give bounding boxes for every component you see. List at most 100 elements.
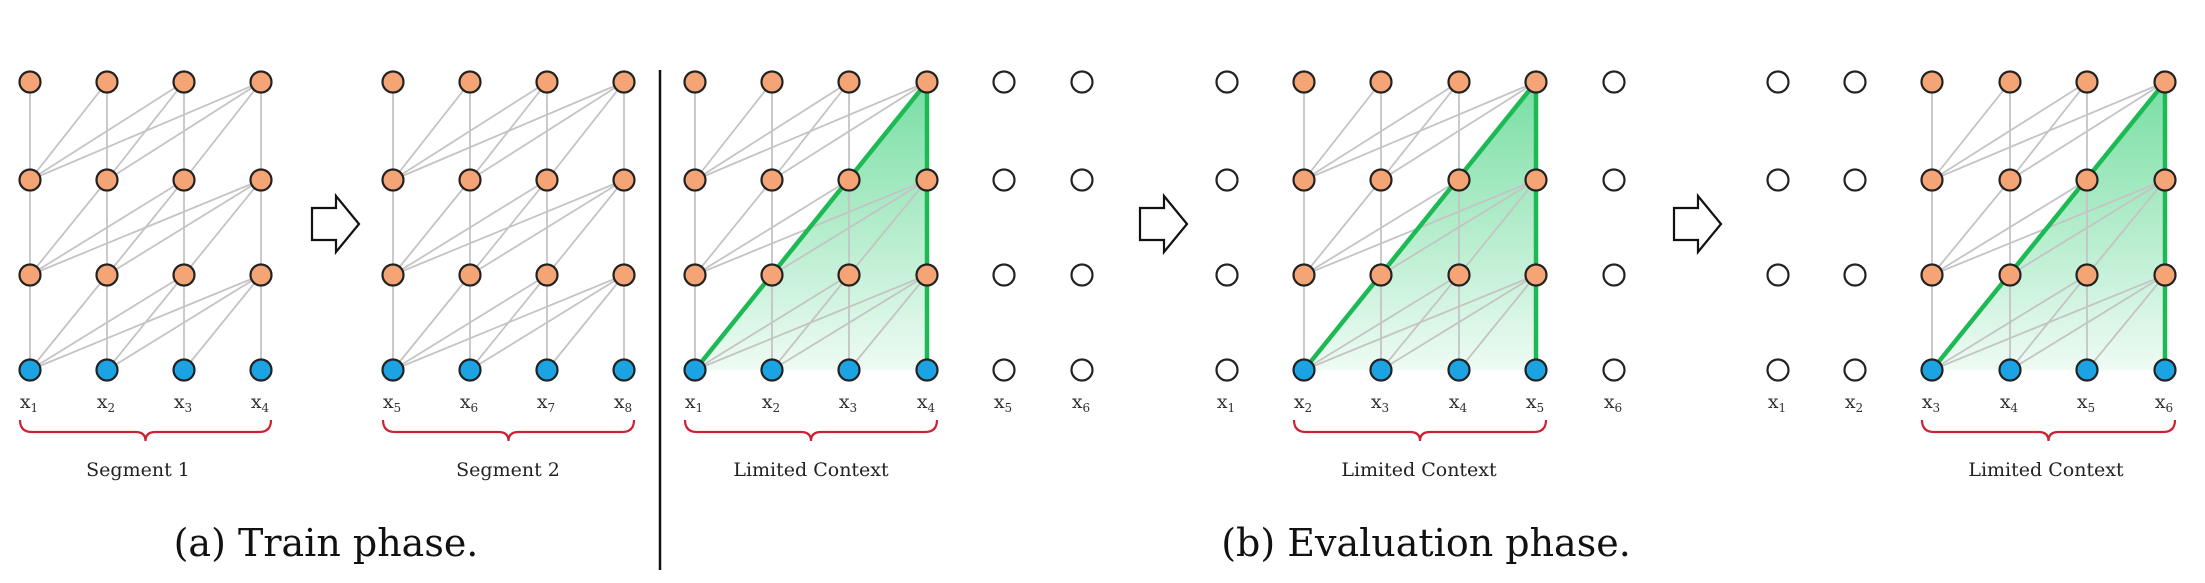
connection-edge — [694, 274, 928, 371]
connection-edge — [771, 274, 928, 371]
hidden-state-node — [612, 168, 636, 192]
context-brace — [1920, 419, 2177, 442]
inactive-node — [992, 263, 1016, 287]
train-phase-caption: (a) Train phase. — [174, 521, 479, 565]
input-token-node — [612, 358, 636, 382]
hidden-state-node — [381, 168, 405, 192]
connection-edge — [694, 81, 928, 181]
connection-edge — [392, 179, 548, 276]
connection-edge — [1931, 179, 2088, 276]
token-label: x4 — [2000, 391, 2019, 415]
inactive-node — [1843, 70, 1867, 94]
connection-edge — [106, 274, 262, 371]
hidden-state-node — [612, 263, 636, 287]
inactive-node — [1843, 263, 1867, 287]
inactive-node — [1602, 168, 1626, 192]
hidden-state-node — [458, 70, 482, 94]
hidden-state-node — [18, 263, 42, 287]
inactive-node — [1766, 168, 1790, 192]
input-token-node — [1447, 358, 1471, 382]
connection-edge — [183, 179, 262, 276]
token-label: x1 — [20, 391, 38, 415]
hidden-state-node — [1998, 263, 2022, 287]
hidden-state-node — [1998, 168, 2022, 192]
hidden-state-node — [172, 70, 196, 94]
connection-edge — [1931, 179, 2011, 276]
hidden-state-node — [18, 168, 42, 192]
input-token-node — [18, 358, 42, 382]
token-label: x6 — [460, 391, 478, 415]
inactive-node — [1070, 358, 1094, 382]
input-token-node — [2075, 358, 2099, 382]
connection-edge — [1458, 179, 1537, 276]
hidden-state-node — [535, 70, 559, 94]
connection-edge — [29, 274, 185, 371]
token-label: x5 — [1526, 391, 1544, 415]
hidden-state-node — [249, 168, 273, 192]
connection-edge — [1380, 274, 1537, 371]
connection-edge — [2086, 274, 2166, 371]
hidden-state-node — [915, 70, 939, 94]
input-token-node — [1524, 358, 1548, 382]
connection-edge — [2009, 179, 2166, 276]
token-label: x2 — [1845, 391, 1863, 415]
hidden-state-node — [837, 70, 861, 94]
right-arrow-icon — [1672, 192, 1723, 256]
hidden-state-node — [683, 168, 707, 192]
hidden-state-node — [2075, 263, 2099, 287]
evaluation-phase-caption: (b) Evaluation phase. — [1221, 521, 1631, 565]
inactive-node — [1070, 263, 1094, 287]
token-label: x6 — [1072, 391, 1090, 415]
token-label: x5 — [994, 391, 1012, 415]
token-label: x1 — [1768, 391, 1786, 415]
token-label: x6 — [1604, 391, 1622, 415]
inactive-node — [1215, 168, 1239, 192]
hidden-state-node — [2075, 70, 2099, 94]
hidden-state-node — [458, 168, 482, 192]
connection-edge — [29, 274, 262, 371]
connection-edge — [392, 274, 471, 371]
hidden-state-node — [837, 168, 861, 192]
input-token-node — [249, 358, 273, 382]
hidden-state-node — [1920, 168, 1944, 192]
connection-edge — [29, 179, 185, 276]
limited-context-label-1: Limited Context — [733, 459, 889, 481]
hidden-state-node — [535, 263, 559, 287]
connection-edge — [29, 81, 108, 181]
connection-edge — [2009, 81, 2166, 181]
hidden-state-node — [1292, 168, 1316, 192]
connection-edge — [1931, 81, 2088, 181]
hidden-state-node — [612, 70, 636, 94]
connection-edge — [29, 81, 185, 181]
hidden-state-node — [172, 168, 196, 192]
connection-edge — [546, 179, 625, 276]
hidden-state-node — [2153, 168, 2177, 192]
connection-edge — [183, 81, 262, 181]
inactive-node — [1070, 70, 1094, 94]
hidden-state-node — [760, 168, 784, 192]
token-label: x2 — [97, 391, 115, 415]
connection-edge — [2009, 274, 2166, 371]
connection-edge — [1931, 81, 2011, 181]
connection-edge — [106, 179, 262, 276]
connection-edge — [848, 179, 928, 276]
segment-brace — [18, 419, 273, 442]
segment-1-label: Segment 1 — [86, 459, 190, 481]
hidden-state-node — [1998, 70, 2022, 94]
token-label: x1 — [685, 391, 703, 415]
segment-brace — [381, 419, 636, 442]
connection-edge — [2086, 179, 2166, 276]
connection-edge — [1458, 274, 1537, 371]
hidden-state-node — [2153, 263, 2177, 287]
hidden-state-node — [458, 263, 482, 287]
hidden-state-node — [2075, 168, 2099, 192]
inactive-node — [1215, 263, 1239, 287]
inactive-node — [1215, 358, 1239, 382]
hidden-state-node — [760, 263, 784, 287]
right-arrow-icon — [310, 192, 361, 256]
connection-edge — [1931, 274, 2166, 371]
hidden-state-node — [1524, 70, 1548, 94]
token-label: x3 — [1371, 391, 1389, 415]
connection-edge — [1931, 274, 2088, 371]
